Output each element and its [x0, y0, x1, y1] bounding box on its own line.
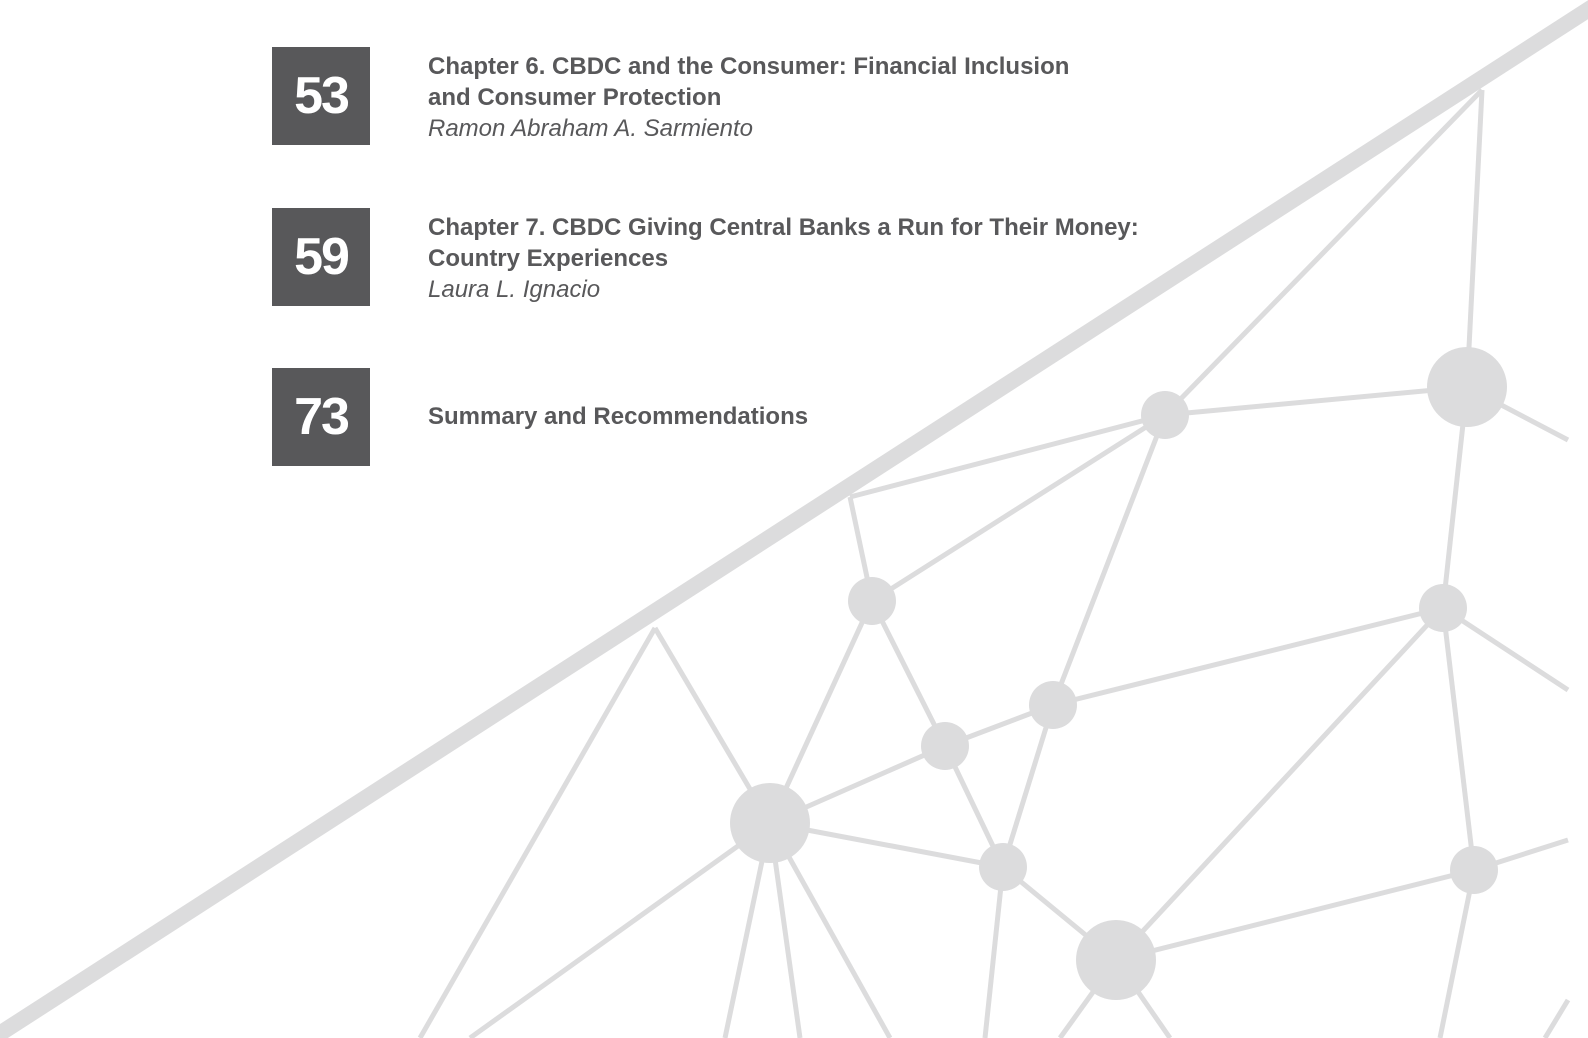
page-number: 59 [272, 208, 370, 306]
entry-title: Country Experiences [428, 245, 669, 272]
network-lines [417, 88, 1571, 1038]
entry-title: Chapter 7. CBDC Giving Central Banks a R… [428, 214, 1139, 241]
entry-title: Chapter 6. CBDC and the Consumer: Financ… [428, 53, 1070, 80]
page-number: 53 [272, 47, 370, 145]
entry-title: and Consumer Protection [428, 84, 722, 111]
entry-text: Chapter 6. CBDC and the Consumer: Financ… [428, 51, 1328, 144]
entry-author: Laura L. Ignacio [428, 276, 601, 303]
entry-text: Chapter 7. CBDC Giving Central Banks a R… [428, 212, 1328, 305]
page-number: 73 [272, 368, 370, 466]
entry-title: Summary and Recommendations [428, 403, 809, 430]
entry-text: Summary and Recommendations [428, 401, 1328, 432]
network-nodes [730, 347, 1507, 1000]
entry-author: Ramon Abraham A. Sarmiento [428, 115, 754, 142]
